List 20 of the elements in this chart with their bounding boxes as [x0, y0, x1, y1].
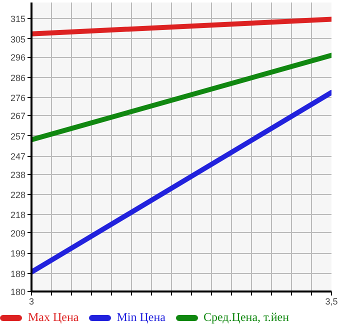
y-tick-label: 228 [10, 190, 26, 200]
legend-label: Сред.Цена, т.йен [204, 309, 290, 326]
y-tick-label: 257 [10, 131, 26, 142]
y-tick-label: 247 [10, 152, 26, 162]
y-tick-label: 296 [10, 52, 26, 63]
y-tick-label: 276 [10, 92, 26, 103]
y-tick-label: 238 [10, 170, 26, 180]
x-tick-label: 3 [28, 296, 34, 306]
y-tick-label: 267 [10, 111, 26, 122]
y-tick-label: 189 [10, 268, 26, 279]
y-tick-label: 180 [10, 287, 26, 297]
y-tick-label: 209 [10, 228, 26, 238]
y-tick-label: 199 [10, 248, 26, 259]
legend-label: Max Цена [28, 309, 79, 326]
y-tick-label: 218 [10, 210, 26, 220]
legend-label: Min Цена [116, 309, 166, 326]
y-tick-label: 315 [10, 14, 26, 24]
y-tick-label: 305 [10, 34, 26, 44]
x-tick-label: 3,5 [325, 296, 338, 306]
y-tick-label: 286 [10, 72, 26, 83]
